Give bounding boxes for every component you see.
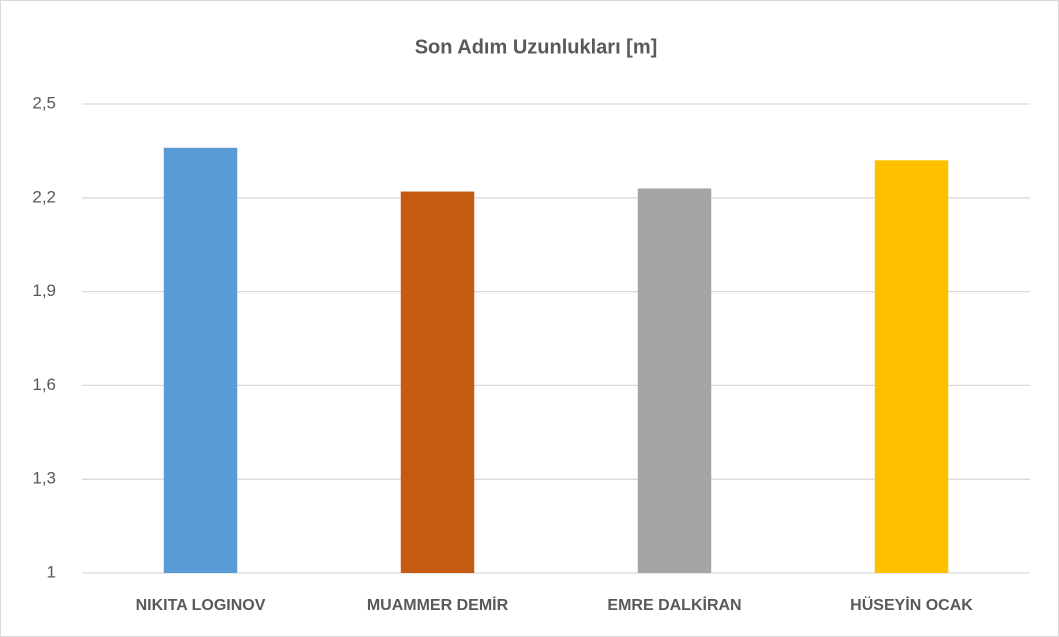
y-tick-label: 1,3 [32,469,56,488]
y-tick-label: 1,9 [32,281,56,300]
x-tick-label: HÜSEYİN OCAK [850,595,973,614]
y-tick-label: 2,2 [32,187,56,206]
x-tick-label: EMRE DALKİRAN [607,596,741,614]
chart-title: Son Adım Uzunlukları [m] [415,36,658,58]
y-tick-label: 1,6 [32,375,56,394]
bar [400,191,475,573]
bar [637,188,712,574]
bar [874,160,949,573]
y-tick-label: 2,5 [32,93,56,112]
x-tick-label: MUAMMER DEMİR [367,596,509,614]
y-tick-label: 1 [47,562,56,581]
bar [163,147,238,574]
x-tick-label: NIKITA LOGINOV [136,597,266,614]
